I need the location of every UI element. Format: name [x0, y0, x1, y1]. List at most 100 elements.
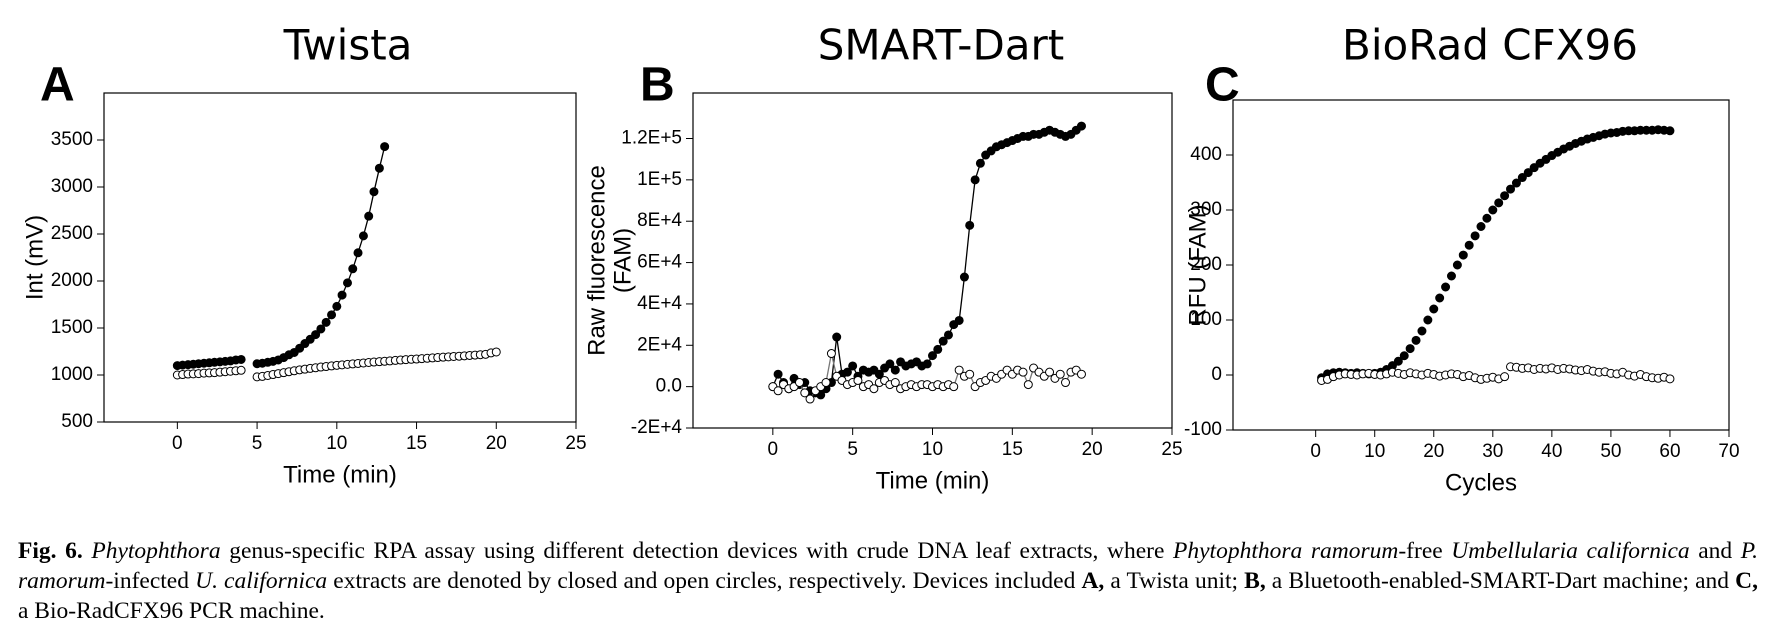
data-point	[800, 388, 810, 398]
data-point	[1018, 367, 1028, 377]
data-point	[374, 163, 384, 173]
data-point	[491, 347, 501, 357]
data-point	[1076, 369, 1086, 379]
y-tick-label: 3500	[51, 129, 93, 150]
figure-caption: Fig. 6. Phytophthora genus-specific RPA …	[18, 536, 1758, 626]
data-point	[316, 324, 326, 334]
data-point	[954, 315, 964, 325]
data-point	[1470, 231, 1480, 241]
data-point	[1476, 222, 1486, 231]
x-tick-label: 5	[252, 433, 263, 454]
data-point	[1417, 326, 1427, 336]
data-point	[1405, 344, 1415, 354]
plot-frame	[103, 92, 577, 423]
caption-run: extracts are denoted by closed and open …	[327, 568, 1082, 594]
plot-frame	[692, 92, 1173, 429]
y-tick-label: 0	[1211, 364, 1222, 385]
data-point	[380, 142, 390, 152]
data-point	[821, 378, 831, 388]
x-axis-label: Time (min)	[283, 461, 397, 488]
data-point	[342, 278, 352, 288]
data-point	[236, 354, 246, 364]
data-point	[1423, 315, 1433, 325]
y-tick-label: 1E+5	[637, 169, 682, 190]
x-tick-label: 20	[486, 433, 507, 454]
x-tick-label: 25	[565, 433, 586, 454]
data-point	[337, 290, 347, 300]
caption-run: A,	[1081, 568, 1105, 594]
data-point	[869, 384, 879, 394]
caption-run: a Bio-RadCFX96 PCR machine.	[18, 598, 325, 624]
series-line	[177, 146, 386, 367]
data-point	[353, 248, 363, 258]
data-point	[1482, 213, 1492, 223]
x-tick-label: 15	[406, 433, 427, 454]
caption-run: Fig. 6.	[18, 538, 83, 564]
data-point	[922, 359, 932, 369]
x-tick-label: 25	[1161, 439, 1182, 460]
y-tick-label: 6E+4	[637, 252, 682, 273]
y-axis-label: Int (mV)	[21, 215, 48, 300]
data-point	[853, 375, 863, 385]
y-tick-label: 8E+4	[637, 210, 682, 231]
data-point	[1076, 121, 1086, 131]
data-point	[1441, 282, 1451, 292]
data-point	[933, 344, 943, 354]
y-axis-label: Raw fluorescence	[583, 165, 610, 356]
x-tick-label: 5	[847, 439, 858, 460]
caption-run: Phytophthora	[91, 538, 221, 564]
data-point	[848, 361, 858, 371]
data-point	[1511, 178, 1521, 188]
data-point	[965, 369, 975, 379]
data-point	[826, 349, 836, 359]
caption-run: -infected	[105, 568, 196, 594]
y-tick-label: 3000	[51, 176, 93, 197]
caption-run: U. californica	[195, 568, 328, 594]
chart-title: Twista	[283, 21, 413, 70]
data-point	[805, 394, 815, 404]
x-tick-label: 0	[1310, 441, 1321, 462]
y-tick-label: 2000	[51, 270, 93, 291]
data-point	[1523, 168, 1533, 178]
caption-run: C,	[1735, 568, 1758, 594]
data-point	[1464, 240, 1474, 250]
chart-title: SMART-Dart	[818, 21, 1065, 70]
chart-title: BioRad CFX96	[1342, 21, 1638, 70]
data-point	[1399, 351, 1409, 361]
x-tick-label: 0	[768, 439, 779, 460]
data-point	[364, 211, 374, 221]
y-tick-label: 100	[1190, 309, 1222, 330]
panel-letter: A	[40, 59, 75, 112]
x-tick-label: 50	[1600, 441, 1621, 462]
x-tick-label: 10	[922, 439, 943, 460]
y-tick-label: 300	[1190, 199, 1222, 220]
data-point	[1488, 205, 1498, 215]
x-tick-label: 30	[1482, 441, 1503, 462]
data-point	[1045, 367, 1055, 377]
data-point	[1429, 304, 1439, 314]
data-point	[1446, 271, 1456, 281]
x-tick-label: 70	[1718, 441, 1739, 462]
y-axis-label: (FAM)	[609, 228, 636, 293]
y-axis-label: RFU (FAM)	[1184, 204, 1211, 325]
caption-run: P. ramorum	[18, 538, 1758, 594]
caption-run: Phytophthora ramorum	[1173, 538, 1399, 564]
data-point	[1435, 293, 1445, 303]
data-point	[832, 332, 842, 342]
data-point	[943, 330, 953, 340]
data-point	[1055, 369, 1065, 379]
caption-run: a Twista unit;	[1104, 568, 1245, 594]
y-tick-label: -2E+4	[631, 417, 683, 438]
x-axis-label: Time (min)	[876, 467, 990, 494]
caption-run: and	[1689, 538, 1741, 564]
data-point	[1665, 126, 1675, 136]
y-tick-label: 2E+4	[637, 334, 682, 355]
caption-run: genus-specific RPA assay using different…	[220, 538, 1174, 564]
y-tick-label: 1000	[51, 364, 93, 385]
data-point	[311, 330, 321, 340]
x-tick-label: 60	[1659, 441, 1680, 462]
y-tick-label: 2500	[51, 223, 93, 244]
data-point	[327, 310, 337, 320]
data-point	[928, 351, 937, 361]
